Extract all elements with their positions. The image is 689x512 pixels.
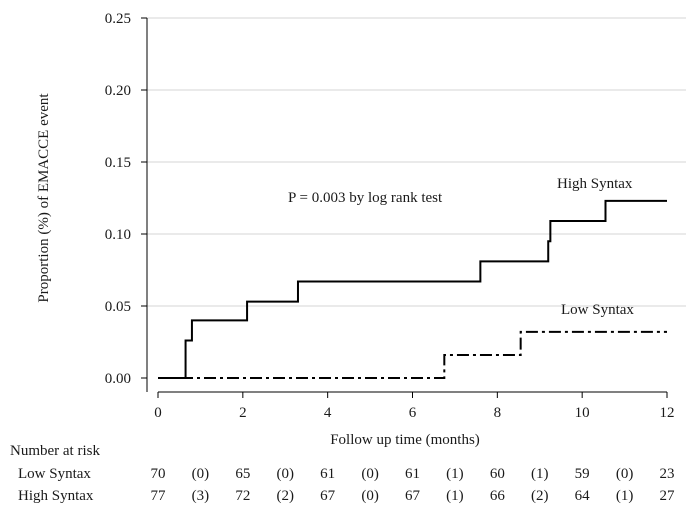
x-tick-label: 6 [409, 405, 417, 421]
x-ticks: 0 2 4 6 8 10 12 [154, 392, 675, 421]
risk-table-title: Number at risk [10, 443, 100, 459]
risk-cell: 60 [490, 466, 505, 482]
risk-cell: (2) [531, 488, 549, 504]
risk-cell: 67 [405, 488, 421, 504]
x-tick-label: 0 [154, 405, 162, 421]
risk-cell: (1) [446, 488, 464, 504]
x-tick-label: 2 [239, 405, 247, 421]
gridlines [147, 17, 686, 307]
x-tick-label: 4 [324, 405, 332, 421]
risk-cell: 61 [405, 466, 420, 482]
risk-cell: 23 [660, 466, 675, 482]
risk-cell: (1) [531, 466, 549, 482]
risk-cell: 61 [320, 466, 335, 482]
risk-cell: 27 [660, 488, 676, 504]
y-tick-label: 0.00 [105, 371, 131, 387]
y-ticks: 0.00 0.05 0.10 0.15 0.20 0.25 [105, 11, 147, 387]
risk-cell: 66 [490, 488, 506, 504]
risk-row-label: High Syntax [18, 488, 94, 504]
series-label-low-syntax: Low Syntax [561, 302, 634, 318]
risk-cell: (1) [616, 488, 634, 504]
risk-cell: 72 [235, 488, 250, 504]
series-line-low-syntax [158, 330, 667, 379]
risk-table: Low Syntax 70 (0) 65 (0) 61 (0) 61 (1) 60 (1) 59 (0)… [18, 466, 675, 504]
x-tick-label: 10 [575, 405, 590, 421]
risk-row-label: Low Syntax [18, 466, 91, 482]
risk-cell: (1) [446, 466, 464, 482]
risk-cell: (2) [277, 488, 295, 504]
pvalue-annotation: P = 0.003 by log rank test [288, 190, 443, 206]
y-tick-label: 0.05 [105, 299, 131, 315]
risk-cell: 70 [151, 466, 166, 482]
risk-cell: (0) [192, 466, 210, 482]
series-line-high-syntax [158, 199, 667, 379]
x-tick-label: 12 [660, 405, 675, 421]
y-tick-label: 0.10 [105, 227, 131, 243]
risk-cell: 67 [320, 488, 336, 504]
risk-cell: (0) [277, 466, 295, 482]
y-tick-label: 0.20 [105, 83, 131, 99]
series-lines [158, 199, 667, 379]
y-tick-label: 0.25 [105, 11, 131, 27]
risk-cell: 64 [575, 488, 591, 504]
risk-cell: 59 [575, 466, 590, 482]
y-tick-label: 0.15 [105, 155, 131, 171]
risk-cell: 77 [151, 488, 167, 504]
risk-cell: (0) [616, 466, 634, 482]
x-axis-label: Follow up time (months) [330, 432, 480, 448]
risk-cell: 65 [235, 466, 250, 482]
y-axis-label: Proportion (%) of EMACCE event [36, 93, 52, 303]
risk-cell: (0) [361, 466, 379, 482]
risk-cell: (0) [361, 488, 379, 504]
series-label-high-syntax: High Syntax [557, 176, 633, 192]
x-tick-label: 8 [494, 405, 502, 421]
risk-cell: (3) [192, 488, 210, 504]
